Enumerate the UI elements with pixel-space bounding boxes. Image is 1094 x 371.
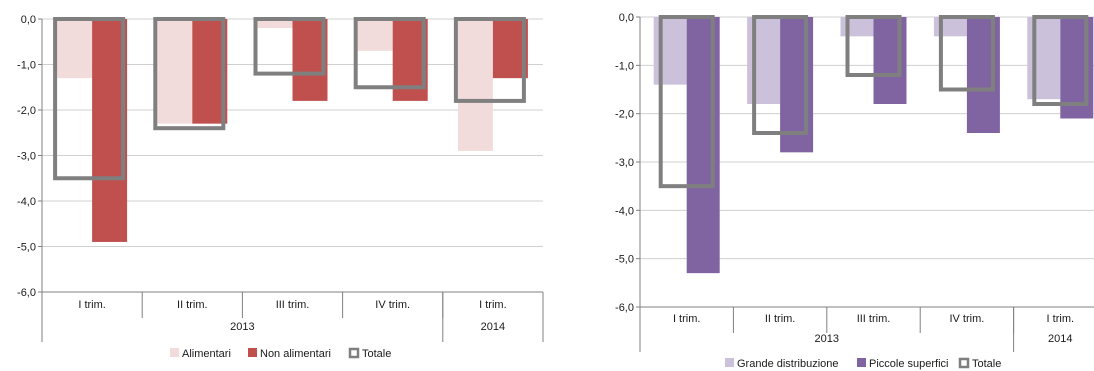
bar-outline-totale	[845, 15, 902, 77]
category-label: I trim.	[479, 299, 507, 311]
y-tick-label: -2,0	[615, 109, 634, 121]
category-label: II trim.	[765, 313, 796, 325]
bar-outline-totale	[1032, 15, 1089, 106]
bar-outline-totale	[153, 17, 226, 131]
y-tick-label: -6,0	[615, 302, 634, 314]
y-tick-label: -6,0	[17, 287, 36, 299]
legend-swatch	[348, 347, 360, 359]
bar-piccole-superfici	[966, 17, 1000, 133]
category-label: III trim.	[276, 299, 310, 311]
y-tick-label: 0,0	[21, 14, 36, 26]
bar-alimentari	[57, 19, 93, 79]
legend-swatch	[725, 358, 734, 367]
y-tick-label: -5,0	[615, 254, 634, 266]
y-tick-label: 0,0	[619, 12, 634, 24]
y-tick-label: -2,0	[17, 105, 36, 117]
bar-outline-totale	[53, 17, 126, 181]
year-label: 2014	[1048, 333, 1072, 345]
y-tick-label: -4,0	[615, 205, 634, 217]
y-tick-label: -5,0	[17, 242, 36, 254]
legend-label: Grande distribuzione	[737, 358, 839, 370]
category-label: I trim.	[1047, 313, 1075, 325]
bar-grande-distribuzione	[653, 17, 687, 85]
bar-grande-distribuzione	[933, 17, 967, 37]
bar-outline-totale	[938, 15, 995, 92]
y-tick-label: -1,0	[17, 60, 36, 72]
y-tick-label: -4,0	[17, 196, 36, 208]
legend-label: Totale	[972, 358, 1001, 370]
bar-grande-distribuzione	[840, 17, 874, 37]
bar-alimentari	[157, 19, 193, 124]
legend-label: Totale	[362, 348, 391, 360]
category-label: II trim.	[177, 299, 208, 311]
category-label: I trim.	[673, 313, 701, 325]
legend-swatch	[170, 348, 179, 357]
y-tick-label: -3,0	[615, 157, 634, 169]
bar-piccole-superfici	[873, 17, 907, 104]
year-label: 2014	[481, 321, 505, 333]
legend-label: Piccole superfici	[869, 358, 948, 370]
legend-swatch	[857, 358, 866, 367]
bar-piccole-superfici	[686, 17, 720, 274]
bar-outline-totale	[752, 15, 809, 135]
bar-alimentari	[457, 19, 493, 151]
bar-outline-totale	[453, 17, 526, 103]
chart-1: 0,0 -1,0 -2,0 -3,0 -4,0 -5,0 -6,0 2013 2014 I tri…	[17, 14, 544, 360]
bar-outline-totale	[658, 15, 715, 189]
bar-grande-distribuzione	[1027, 17, 1061, 100]
category-label: I trim.	[78, 299, 106, 311]
y-tick-label: -3,0	[17, 151, 36, 163]
category-label: IV trim.	[949, 313, 984, 325]
legend-label: Alimentari	[182, 348, 231, 360]
chart-2: 0,0 -1,0 -2,0 -3,0 -4,0 -5,0 -6,0 2013 2014 I tri…	[615, 12, 1094, 370]
y-tick-label: -1,0	[615, 60, 634, 72]
bar-alimentari	[257, 19, 293, 29]
year-label: 2013	[230, 321, 254, 333]
bar-outline-totale	[353, 17, 426, 90]
bar-outline-totale	[253, 17, 326, 76]
year-label: 2013	[815, 333, 839, 345]
category-label: III trim.	[857, 313, 891, 325]
legend-swatch	[958, 357, 970, 369]
legend-swatch	[248, 348, 257, 357]
bar-grande-distribuzione	[747, 17, 781, 104]
legend-label: Non alimentari	[260, 348, 331, 360]
category-label: IV trim.	[375, 299, 410, 311]
bar-alimentari	[357, 19, 393, 51]
